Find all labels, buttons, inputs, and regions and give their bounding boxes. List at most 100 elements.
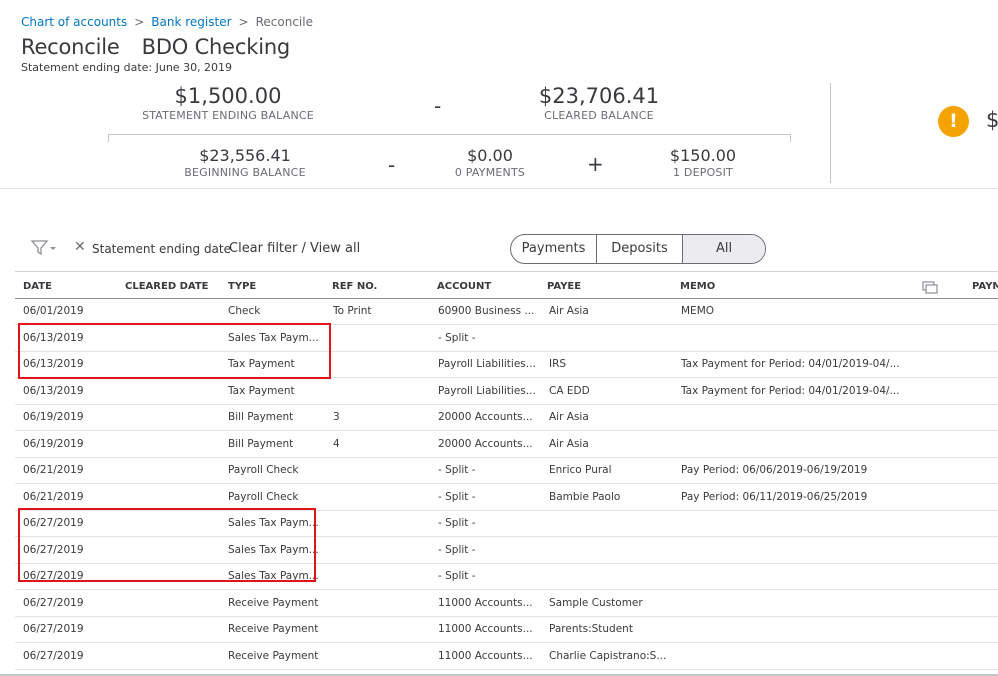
cell-type: Receive Payment	[228, 623, 319, 635]
segment-payments[interactable]: Payments	[511, 235, 597, 263]
cell-account: 11000 Accounts...	[438, 623, 533, 635]
statement-ending-balance-label: STATEMENT ENDING BALANCE	[142, 109, 314, 122]
segment-deposits[interactable]: Deposits	[597, 235, 683, 263]
col-header-payee[interactable]: PAYEE	[547, 281, 582, 292]
cell-type: Payroll Check	[228, 490, 299, 503]
summary-bracket	[108, 134, 791, 142]
cell-date: 06/13/2019	[23, 384, 84, 397]
cell-account: - Split -	[438, 331, 476, 344]
remove-filter-icon[interactable]: ✕	[74, 239, 86, 255]
highlight-box	[18, 508, 316, 582]
cleared-balance: $23,706.41 CLEARED BALANCE	[499, 84, 699, 122]
cell-account: - Split -	[438, 543, 476, 556]
cell-ref-no: To Print	[333, 305, 372, 317]
deposits-total-value: $150.00	[669, 146, 737, 165]
cell-type: Payroll Check	[228, 464, 299, 476]
segment-all[interactable]: All	[683, 235, 765, 263]
cell-account: 20000 Accounts...	[438, 437, 533, 450]
cell-payee: Air Asia	[549, 305, 589, 317]
statement-ending-date: Statement ending date: June 30, 2019	[21, 61, 233, 74]
breadcrumb-separator: >	[238, 15, 249, 29]
table-row[interactable]: 06/13/2019 Tax Payment Payroll Liabilities…	[15, 379, 998, 405]
statement-ending-balance-value: $1,500.00	[174, 84, 282, 108]
summary-divider	[830, 83, 831, 183]
cleared-balance-value: $23,706.41	[538, 84, 660, 108]
transaction-type-toggle: Payments Deposits All	[510, 234, 766, 264]
beginning-balance-value: $23,556.41	[199, 146, 291, 165]
payments-total-value: $0.00	[467, 146, 513, 165]
cell-account: - Split -	[438, 464, 476, 476]
cell-memo: Pay Period: 06/06/2019-06/19/2019	[681, 464, 868, 476]
cell-type: Tax Payment	[228, 358, 295, 370]
minus-operator-2: -	[388, 153, 396, 177]
table-row[interactable]: 06/27/2019 Receive Payment 11000 Accounts.…	[15, 644, 998, 670]
table-row[interactable]: 06/21/2019 Payroll Check - Split - Bambie P…	[15, 485, 998, 511]
copy-columns-icon[interactable]	[922, 281, 938, 294]
col-header-date[interactable]: DATE	[23, 281, 52, 292]
page-title-text: Reconcile	[21, 35, 120, 59]
table-row[interactable]: 06/13/2019 Sales Tax Paym... - Split -	[15, 326, 998, 352]
cell-date: 06/13/2019	[23, 331, 84, 344]
highlight-box	[18, 323, 331, 379]
breadcrumb-chart-of-accounts[interactable]: Chart of accounts	[21, 15, 128, 29]
cell-type: Sales Tax Paym...	[228, 570, 319, 582]
col-header-account[interactable]: ACCOUNT	[437, 281, 492, 292]
beginning-balance: $23,556.41 BEGINNING BALANCE	[160, 146, 330, 179]
cell-date: 06/27/2019	[23, 570, 84, 582]
filter-chip: Statement ending date	[92, 242, 231, 256]
table-row[interactable]: 06/27/2019 Sales Tax Paym... - Split -	[15, 538, 998, 564]
cell-account: - Split -	[438, 570, 476, 582]
table-row[interactable]: 06/27/2019 Sales Tax Paym... - Split -	[15, 564, 998, 590]
col-header-type[interactable]: TYPE	[228, 281, 257, 292]
breadcrumb-bank-register[interactable]: Bank register	[151, 15, 232, 29]
cell-account: Payroll Liabilities...	[438, 384, 536, 397]
cell-type: Check	[228, 305, 261, 317]
cell-memo: Pay Period: 06/11/2019-06/25/2019	[681, 490, 868, 503]
cell-payee: Bambie Paolo	[549, 490, 621, 503]
col-header-memo[interactable]: MEMO	[680, 281, 716, 292]
cell-ref-no: 4	[333, 437, 340, 450]
table-row[interactable]: 06/27/2019 Receive Payment 11000 Accounts.…	[15, 591, 998, 617]
cell-account: 11000 Accounts...	[438, 649, 533, 662]
cleared-balance-label: CLEARED BALANCE	[544, 109, 654, 122]
cell-type: Sales Tax Paym...	[228, 517, 319, 529]
clear-filter-link[interactable]: Clear filter / View all	[229, 241, 361, 256]
cell-memo: MEMO	[681, 305, 715, 317]
cell-account: 11000 Accounts...	[438, 596, 533, 609]
cell-type: Tax Payment	[228, 384, 295, 397]
cell-date: 06/27/2019	[23, 623, 84, 635]
cell-payee: Sample Customer	[549, 596, 643, 609]
table-top-line	[15, 271, 998, 272]
cell-date: 06/01/2019	[23, 305, 84, 317]
col-header-cleared-date[interactable]: CLEARED DATE	[125, 281, 209, 292]
breadcrumb: Chart of accounts > Bank register > Reconcil…	[21, 15, 313, 29]
cell-ref-no: 3	[333, 411, 340, 423]
account-name: BDO Checking	[141, 35, 291, 59]
payments-total: $0.00 0 PAYMENTS	[420, 146, 560, 179]
table-header-line	[15, 298, 998, 299]
table-row[interactable]: 06/19/2019 Bill Payment 4 20000 Accounts...…	[15, 432, 998, 458]
filter-icon[interactable]	[30, 238, 58, 258]
col-header-ref-no[interactable]: REF NO.	[332, 281, 378, 292]
statement-ending-balance: $1,500.00 STATEMENT ENDING BALANCE	[128, 84, 328, 122]
table-row[interactable]: 06/27/2019 Sales Tax Paym... - Split -	[15, 511, 998, 537]
table-row[interactable]: 06/19/2019 Bill Payment 3 20000 Accounts...…	[15, 405, 998, 431]
breadcrumb-separator: >	[134, 15, 145, 29]
cell-date: 06/19/2019	[23, 437, 84, 450]
cell-payee: Air Asia	[549, 411, 589, 423]
table-row[interactable]: 06/27/2019 Receive Payment 11000 Accounts.…	[15, 617, 998, 643]
cell-type: Bill Payment	[228, 437, 294, 450]
cell-payee: CA EDD	[549, 384, 590, 397]
bottom-divider	[0, 674, 998, 676]
beginning-balance-label: BEGINNING BALANCE	[184, 166, 306, 179]
page-title: Reconcile BDO Checking	[21, 35, 290, 59]
table-row[interactable]: 06/21/2019 Payroll Check - Split - Enrico P…	[15, 458, 998, 484]
plus-operator: +	[587, 152, 604, 176]
difference-value-partial: $	[986, 108, 998, 132]
col-header-payment[interactable]: PAYM	[972, 281, 998, 292]
cell-account: 60900 Business ...	[438, 305, 535, 317]
deposits-total-label: 1 DEPOSIT	[673, 166, 733, 179]
cell-account: 20000 Accounts...	[438, 411, 533, 423]
table-row[interactable]: 06/13/2019 Tax Payment Payroll Liabilities…	[15, 352, 998, 378]
table-row[interactable]: 06/01/2019 Check To Print 60900 Business ..…	[15, 299, 998, 325]
